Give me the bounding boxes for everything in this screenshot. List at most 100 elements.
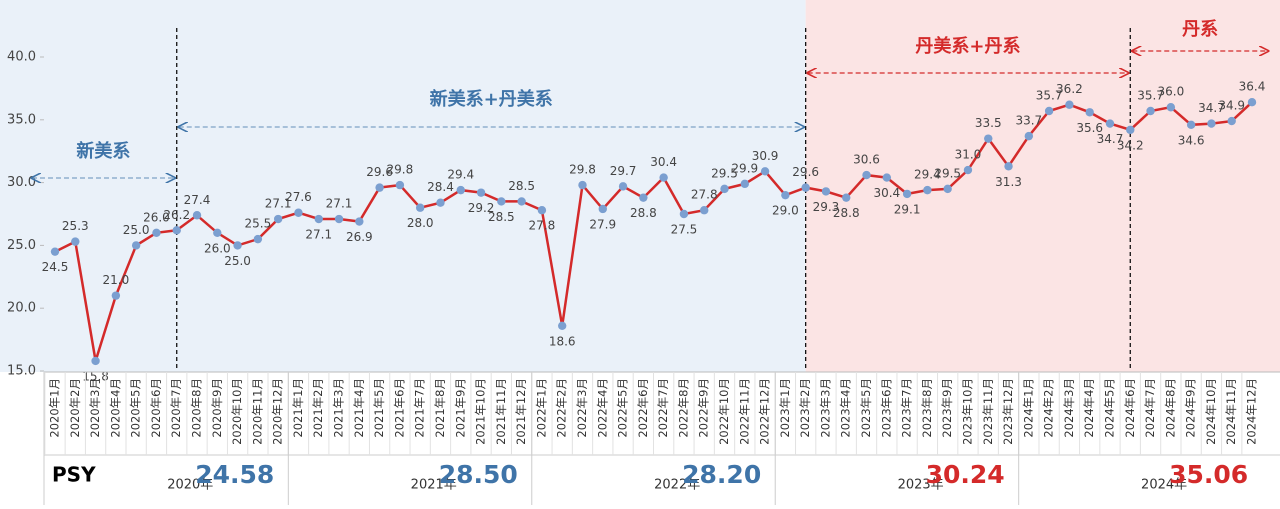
data-point <box>131 241 141 250</box>
x-tick-label: 2024年6月 <box>1123 378 1137 438</box>
x-tick-label: 2023年2月 <box>798 378 812 438</box>
x-tick-label: 2022年11月 <box>737 378 751 445</box>
data-point <box>152 228 161 238</box>
data-label: 29.8 <box>387 163 414 177</box>
data-point <box>375 183 384 192</box>
year-average: 28.50 <box>439 460 518 489</box>
data-label: 29.4 <box>447 168 474 182</box>
data-point <box>1024 131 1034 141</box>
data-point <box>943 184 952 194</box>
year-label: 2020年 <box>167 478 213 493</box>
x-tick-label: 2023年7月 <box>900 378 914 438</box>
data-point <box>91 356 100 366</box>
x-tick-label: 2020年10月 <box>230 378 244 445</box>
data-label: 21.0 <box>103 273 130 287</box>
x-tick-label: 2024年7月 <box>1143 378 1157 438</box>
x-tick-label: 2022年9月 <box>697 378 711 438</box>
data-label: 27.9 <box>589 217 616 231</box>
x-tick-label: 2020年11月 <box>250 378 264 445</box>
data-point <box>314 214 323 224</box>
y-tick-label: 30.0 <box>7 175 36 190</box>
x-tick-label: 2024年8月 <box>1163 378 1177 438</box>
year-average: 24.58 <box>195 460 274 489</box>
data-point <box>578 180 587 190</box>
data-label: 28.0 <box>407 216 434 230</box>
x-tick-label: 2022年10月 <box>717 378 731 445</box>
x-tick-label: 2020年2月 <box>68 378 82 438</box>
x-tick-label: 2022年2月 <box>555 378 569 438</box>
data-point <box>50 247 60 256</box>
data-point <box>233 241 242 250</box>
y-tick-label: 25.0 <box>7 238 36 253</box>
y-tick-label: 35.0 <box>7 112 36 127</box>
data-label: 29.5 <box>934 166 961 180</box>
data-label: 28.4 <box>427 180 454 194</box>
data-point <box>71 237 80 246</box>
data-label: 26.0 <box>143 210 170 224</box>
data-point <box>760 167 770 176</box>
data-label: 15.8 <box>82 369 109 383</box>
data-point <box>172 226 181 235</box>
data-label: 36.4 <box>1239 80 1266 94</box>
data-label: 34.7 <box>1198 101 1225 115</box>
x-tick-label: 2021年7月 <box>413 378 427 438</box>
data-point <box>963 165 973 175</box>
data-point <box>882 173 892 182</box>
x-tick-label: 2021年1月 <box>291 378 305 438</box>
x-tick-label: 2020年3月 <box>88 378 102 438</box>
x-tick-label: 2023年8月 <box>920 378 934 438</box>
data-label: 35.7 <box>1036 89 1063 103</box>
data-point <box>1227 116 1236 126</box>
data-label: 30.6 <box>853 153 880 167</box>
data-point <box>1166 103 1176 112</box>
data-point <box>1186 120 1196 130</box>
x-tick-label: 2022年8月 <box>676 378 690 438</box>
data-point <box>456 185 465 195</box>
period-label: 新美系+丹美系 <box>430 88 553 110</box>
year-average: 35.06 <box>1169 460 1248 489</box>
y-tick-label: 15.0 <box>7 364 36 379</box>
x-tick-label: 2021年8月 <box>433 378 447 438</box>
x-tick-label: 2024年3月 <box>1062 378 1076 438</box>
data-point <box>720 184 729 194</box>
data-label: 30.9 <box>752 149 779 163</box>
data-label: 30.4 <box>873 186 900 200</box>
x-tick-label: 2023年6月 <box>879 378 893 438</box>
data-point <box>842 193 851 202</box>
x-tick-label: 2021年11月 <box>494 378 508 445</box>
data-label: 28.8 <box>833 206 860 220</box>
data-point <box>923 185 932 195</box>
data-point <box>821 187 831 196</box>
data-label: 29.6 <box>792 165 819 179</box>
x-tick-label: 2023年9月 <box>940 378 954 438</box>
data-label: 35.6 <box>1076 121 1103 135</box>
y-tick-label: 20.0 <box>7 301 36 316</box>
data-point <box>1085 108 1094 117</box>
data-label: 29.1 <box>894 202 921 216</box>
data-point <box>253 234 263 244</box>
period-label: 新美系 <box>76 140 130 162</box>
data-label: 27.1 <box>265 197 292 211</box>
x-tick-label: 2021年3月 <box>332 378 346 438</box>
data-label: 29.2 <box>468 201 495 215</box>
data-point <box>436 198 445 207</box>
data-label: 29.4 <box>914 168 941 182</box>
data-point <box>497 197 506 206</box>
data-point <box>740 179 749 189</box>
data-label: 30.4 <box>650 155 677 169</box>
data-label: 33.5 <box>975 116 1002 130</box>
data-point <box>273 214 283 224</box>
data-label: 34.9 <box>1218 99 1245 113</box>
period-label: 丹系 <box>1182 19 1218 40</box>
x-tick-label: 2024年5月 <box>1102 378 1116 438</box>
x-tick-label: 2023年10月 <box>960 378 974 445</box>
x-tick-label: 2022年5月 <box>616 378 630 438</box>
x-tick-label: 2022年4月 <box>595 378 609 438</box>
data-point <box>476 188 486 197</box>
data-label: 25.3 <box>62 219 89 233</box>
x-tick-label: 2024年11月 <box>1224 378 1238 445</box>
data-point <box>395 180 405 190</box>
x-tick-label: 2021年12月 <box>514 378 528 445</box>
data-label: 27.4 <box>184 193 211 207</box>
